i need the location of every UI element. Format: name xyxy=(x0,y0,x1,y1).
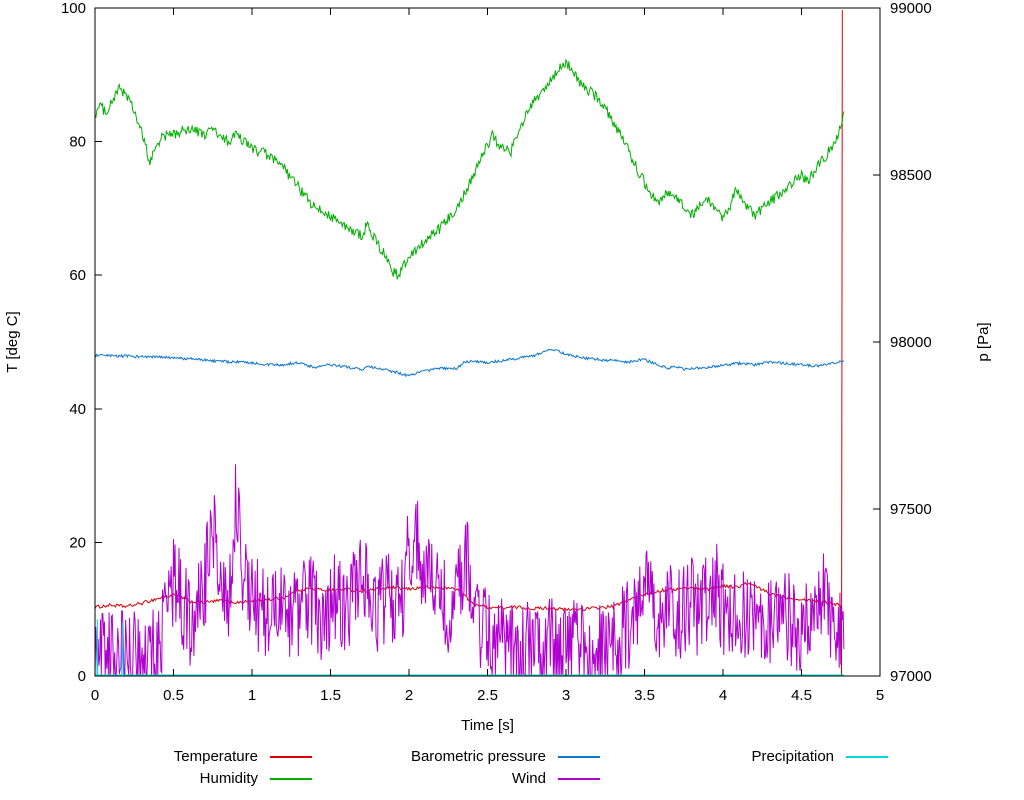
legend-label-humidity: Humidity xyxy=(199,770,258,787)
legend-swatch-wind xyxy=(558,777,600,780)
x-tick-label: 0.5 xyxy=(163,687,184,704)
legend-label-precipitation: Precipitation xyxy=(751,748,834,765)
legend-swatch-precipitation xyxy=(846,755,888,758)
y2-tick-label: 98000 xyxy=(890,334,932,351)
x-tick-label: 2 xyxy=(405,687,413,704)
y2-tick-label: 98500 xyxy=(890,167,932,184)
y-tick-label: 0 xyxy=(78,668,86,685)
series-line-barometric-pressure xyxy=(95,348,845,378)
x-tick-label: 1.5 xyxy=(320,687,341,704)
series-line-humidity xyxy=(95,58,845,280)
axis-ticks xyxy=(94,7,881,677)
legend-item-temperature: Temperature xyxy=(0,746,312,767)
legend-label-temperature: Temperature xyxy=(173,748,258,765)
x-tick-label: 5 xyxy=(876,687,884,704)
x-tick-label: 2.5 xyxy=(477,687,498,704)
y-tick-label: 60 xyxy=(69,267,86,284)
series-line-wind xyxy=(95,464,845,676)
x-tick-label: 1 xyxy=(248,687,256,704)
y-tick-label: 20 xyxy=(69,534,86,551)
axis-labels: 0 0.5 1 1.5 2 2.5 3 3.5 4 4.5 5 0 20 40 60 80 100 97000 97… xyxy=(4,0,992,734)
x-tick-label: 4.5 xyxy=(791,687,812,704)
legend-label-barometric-pressure: Barometric pressure xyxy=(410,748,546,765)
series-lines xyxy=(95,9,845,676)
y2-tick-label: 97500 xyxy=(890,501,932,518)
plot-frame xyxy=(94,7,881,677)
x-tick-label: 3.5 xyxy=(634,687,655,704)
legend-item-empty xyxy=(600,768,888,789)
x-tick-label: 0 xyxy=(91,687,99,704)
y2-tick-label: 99000 xyxy=(890,0,932,17)
y-axis-title: T [deg C] xyxy=(4,311,21,372)
y2-axis-title: p [Pa] xyxy=(975,322,992,361)
legend-label-wind: Wind xyxy=(511,770,546,787)
legend-item-humidity: Humidity xyxy=(0,768,312,789)
legend-swatch-barometric-pressure xyxy=(558,755,600,758)
y-tick-label: 40 xyxy=(69,401,86,418)
chart-legend: Temperature Barometric pressure Precipit… xyxy=(0,746,1024,789)
legend-swatch-temperature xyxy=(270,755,312,758)
y-tick-label: 100 xyxy=(61,0,86,17)
x-tick-label: 4 xyxy=(719,687,727,704)
legend-item-wind: Wind xyxy=(312,768,600,789)
plot-border xyxy=(94,7,881,677)
legend-swatch-humidity xyxy=(270,777,312,780)
x-tick-label: 3 xyxy=(562,687,570,704)
weather-chart: 0 0.5 1 1.5 2 2.5 3 3.5 4 4.5 5 0 20 40 60 80 100 97000 97… xyxy=(4,0,992,734)
y-tick-label: 80 xyxy=(69,134,86,151)
x-axis-title: Time [s] xyxy=(461,717,514,734)
series-line-precipitation xyxy=(95,619,844,676)
y2-tick-label: 97000 xyxy=(890,668,932,685)
legend-item-precipitation: Precipitation xyxy=(600,746,888,767)
legend-item-barometric-pressure: Barometric pressure xyxy=(312,746,600,767)
